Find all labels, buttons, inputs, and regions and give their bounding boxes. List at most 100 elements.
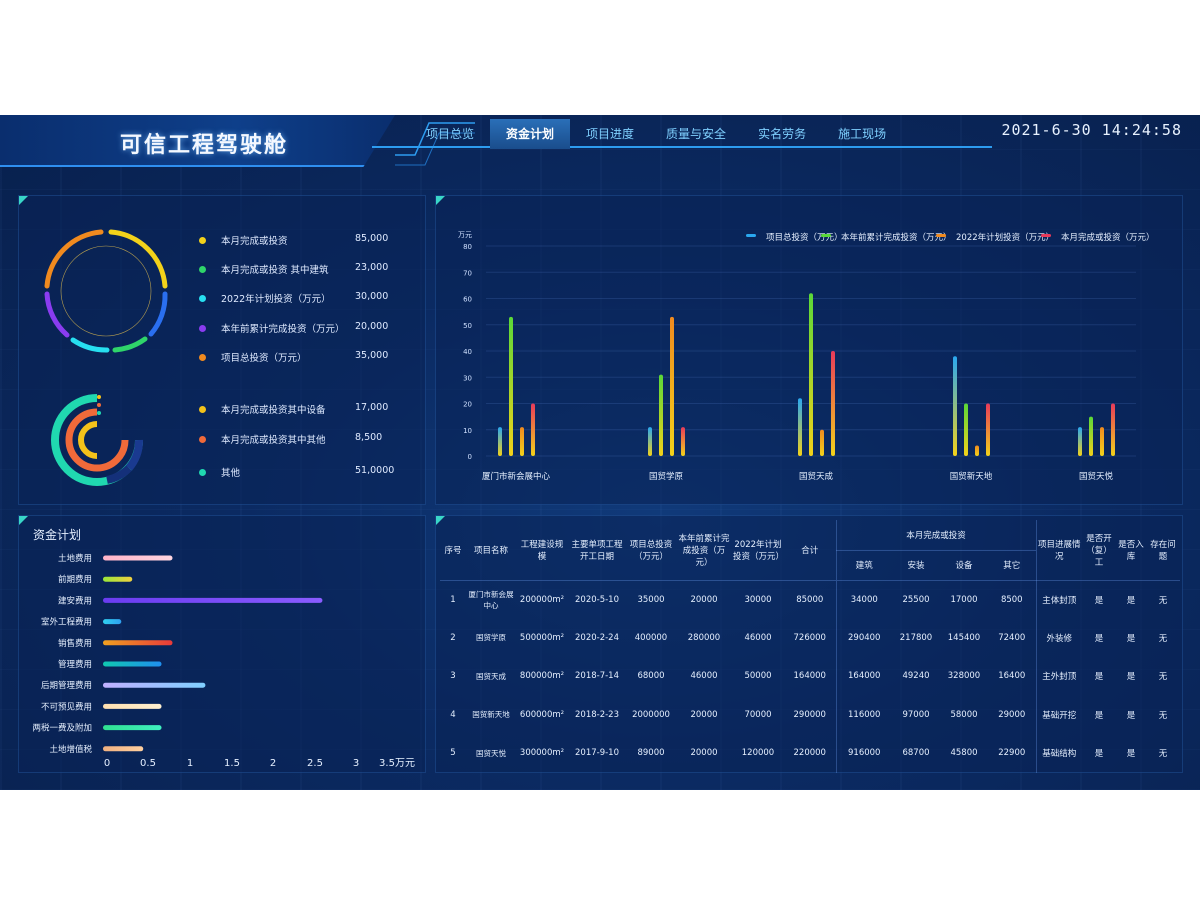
col-scale: 工程建设规模 [516,520,568,581]
cell-seq: 3 [450,671,456,682]
cell-date: 2020-5-10 [575,594,619,605]
cell-name: 国贸天悦 [476,748,506,758]
cell-restart: 是 [1094,749,1104,760]
legend-dot [199,325,206,332]
legend-label: 本月完成或投资其中设备 [221,405,326,416]
bar-2-1 [670,316,674,456]
bar-3-0 [531,403,535,456]
col-install: 安装 [892,550,940,581]
table-row: 1 厦门市新会展中心 200000m² 2020-5-10 35000 20000 3000… [440,580,1180,619]
cell-progress: 外装修 [1035,618,1083,657]
legend-swatch [1041,234,1051,237]
tab-quality-safety[interactable]: 质量与安全 [666,127,727,141]
legend-label: 2022年计划投资（万元） [221,294,331,305]
table-row: 5 国贸天悦 300000m² 2017-9-10 89000 20000 120000 22… [440,734,1180,773]
x-tick-label: 1.5 [224,758,240,769]
legend-dot [199,237,206,244]
legend-label: 本月完成或投资其中其他 [221,435,326,446]
y-tick-label: 60 [463,296,472,304]
bar-2-0 [520,427,524,456]
cell-equip: 45800 [950,748,978,759]
cell-progress: 基础结构 [1035,734,1083,773]
legend-item-month-other: 本月完成或投资其中其他 8,500 [199,432,409,448]
y-category-label: 前期费用 [58,574,92,585]
cell-other: 29000 [998,709,1026,720]
y-category-label: 建安费用 [58,595,92,606]
cell-total: 35000 [637,594,665,605]
y-tick-label: 40 [463,348,472,356]
cell-other: 16400 [998,671,1026,682]
cell-prev: 46000 [690,671,718,682]
horizontal-bar-chart: 土地费用前期费用建安费用室外工程费用销售费用管理费用后期管理费用不可预见费用两税… [32,553,415,769]
y-tick-label: 0 [468,453,472,461]
header: 可信工程驾驶舱 项目总览 资金计划 项目进度 质量与安全 实名劳务 施工现场 2… [0,115,1200,175]
hbar-2 [103,597,323,603]
x-category-label: 国贸天成 [799,471,834,482]
bar-3-4 [1111,403,1115,456]
bar-2-3 [975,445,979,456]
project-table-panel: 序号 项目名称 工程建设规模 主要单项工程开工日期 项目总投资（万元） 本年前累… [435,515,1183,773]
cell-equip: 328000 [947,671,981,682]
tab-site[interactable]: 施工现场 [838,127,887,141]
y-category-label: 室外工程费用 [41,617,92,628]
cell-total: 2000000 [632,709,670,720]
legend-label: 本月完成或投资 其中建筑 [221,265,329,276]
cell-other: 22900 [998,748,1026,759]
legend-swatch [821,234,831,237]
x-category-label: 国贸天悦 [1079,471,1114,482]
tab-progress[interactable]: 项目进度 [586,127,635,141]
bar-1-4 [1089,416,1093,456]
col-build: 建筑 [835,550,892,581]
legend-value: 20,000 [355,321,389,332]
cell-date: 2018-7-14 [575,671,619,682]
bar-1-1 [659,374,663,456]
cell-install: 49240 [902,671,930,682]
cell-install: 68700 [902,748,930,759]
legend-dot [199,266,206,273]
cell-date: 2017-9-10 [575,748,619,759]
bar-0-0 [498,427,502,456]
col-progress: 项目进展情况 [1035,520,1083,581]
cell-other: 8500 [1000,594,1023,605]
hbar-3 [103,619,122,625]
tab-labor[interactable]: 实名劳务 [758,127,807,141]
bar-0-4 [1078,427,1082,456]
bar-3-1 [681,427,685,456]
cell-build: 916000 [835,734,892,773]
legend-label: 本月完成或投资 [221,236,288,247]
legend-value: 30,000 [355,291,389,302]
panel-corner-marker [19,516,28,525]
cell-scale: 600000m² [519,709,565,720]
cell-scale: 800000m² [519,671,565,682]
y-tick-label: 20 [463,401,472,409]
app-title: 可信工程驾驶舱 [120,133,289,158]
title-decoration [395,122,475,166]
bar-0-3 [953,356,957,456]
x-tick-label: 2.5 [307,758,323,769]
tab-overview[interactable]: 项目总览 [426,127,475,141]
y-category-label: 后期管理费用 [41,680,92,691]
cell-equip: 145400 [947,632,981,643]
x-tick-label: 0.5 [140,758,156,769]
grouped-bar-chart: 万元 0 10 20 30 40 50 60 70 80 厦门市新会展中心 国贸学原 国贸天成 国贸新天地… [458,231,1155,482]
cell-build: 34000 [835,580,892,619]
x-tick-label: 3.5万元 [379,758,415,769]
cell-install: 97000 [902,709,930,720]
cell-issue: 无 [1158,710,1168,721]
col-other: 其它 [988,550,1037,581]
col-equip: 设备 [940,550,988,581]
cell-issue: 无 [1158,672,1168,683]
legend-item-month-equipment: 本月完成或投资其中设备 17,000 [199,402,409,418]
cell-name: 国贸学原 [476,633,506,643]
legend-value: 85,000 [355,233,389,244]
cell-sum: 726000 [793,632,826,643]
cell-total: 89000 [637,748,665,759]
bar-2-2 [820,429,824,456]
cell-plan: 46000 [744,632,772,643]
col-prev-total: 本年前累计完成投资（万元） [676,520,732,581]
legend-value: 23,000 [355,262,389,273]
cell-prev: 280000 [687,632,721,643]
cell-install: 217800 [899,632,933,643]
tab-funding-plan[interactable]: 资金计划 [490,119,571,149]
funding-plan-title: 资金计划 [33,528,82,542]
